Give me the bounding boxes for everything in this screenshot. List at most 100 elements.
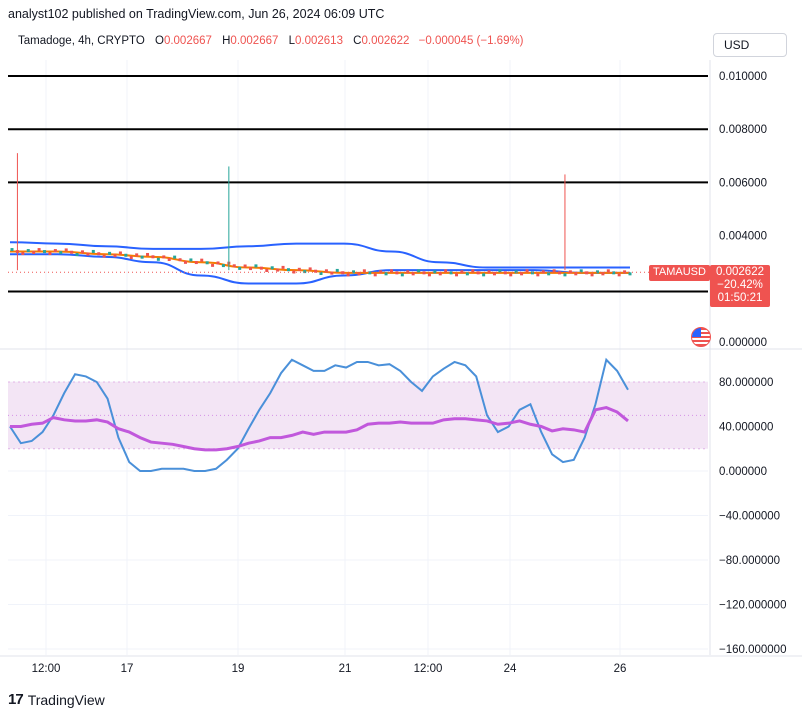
price-candle <box>590 273 594 277</box>
low-value: 0.002613 <box>295 35 343 47</box>
price-candle <box>498 269 502 273</box>
stochastic-axis-label: 0.000000 <box>719 466 767 478</box>
close-label: C <box>353 35 362 47</box>
ohlc-legend: Tamadoge, 4h, CRYPTO O0.002667 H0.002667… <box>18 35 524 47</box>
price-candle <box>455 273 459 277</box>
price-candle <box>601 272 605 276</box>
price-candle <box>628 272 632 276</box>
stochastic-axis-label: −160.000000 <box>719 644 786 656</box>
price-candle <box>80 250 84 254</box>
price-candle <box>140 255 144 259</box>
stochastic-axis-label: −120.000000 <box>719 600 786 612</box>
price-axis-label: 0.000000 <box>719 337 767 349</box>
last-price: 0.002622 <box>716 266 764 278</box>
price-candle <box>265 268 269 272</box>
price-candle <box>482 273 486 277</box>
close-value: 0.002622 <box>361 35 410 47</box>
symbol-title[interactable]: Tamadoge, 4h, CRYPTO <box>18 35 145 47</box>
publish-caption: analyst102 published on TradingView.com,… <box>8 7 385 21</box>
price-candle <box>86 252 90 256</box>
time-axis-label: 12:00 <box>32 663 61 675</box>
price-candle <box>70 250 74 254</box>
price-candle <box>205 261 209 265</box>
price-candle <box>574 272 578 276</box>
price-candle <box>373 273 377 277</box>
price-candle <box>319 272 323 276</box>
price-axis-label: 0.006000 <box>719 177 767 189</box>
price-candle <box>585 271 589 275</box>
time-axis-label: 21 <box>339 663 352 675</box>
price-candle <box>243 264 247 268</box>
price-candle <box>444 269 448 273</box>
price-candle <box>178 258 182 262</box>
price-candle <box>612 271 616 275</box>
price-candle <box>156 257 160 261</box>
price-candle <box>129 256 133 260</box>
stochastic-axis-label: 40.000000 <box>719 422 773 434</box>
price-candle <box>146 252 150 256</box>
open-value: 0.002667 <box>163 35 212 47</box>
price-candle <box>352 270 356 274</box>
price-candle <box>617 273 621 277</box>
price-candle <box>124 253 128 257</box>
price-candle <box>530 271 534 275</box>
price-candle <box>487 270 491 274</box>
stochastic-axis-label: −40.000000 <box>719 511 780 523</box>
price-candle <box>37 248 41 252</box>
tradingview-logo-icon: 17 <box>8 691 24 708</box>
price-candle <box>384 272 388 276</box>
price-candle <box>492 272 496 276</box>
time-axis-label: 26 <box>614 663 627 675</box>
price-candle <box>259 266 263 270</box>
stochastic-k-line <box>9 357 629 472</box>
price-candle <box>43 250 47 254</box>
price-candle <box>389 269 393 273</box>
price-candle <box>108 251 112 255</box>
currency-selector-button[interactable]: USD <box>713 33 787 57</box>
price-candle <box>395 271 399 275</box>
price-candle <box>449 271 453 275</box>
price-candle <box>335 268 339 272</box>
bar-countdown: 01:50:21 <box>717 292 763 304</box>
price-candle <box>417 269 421 273</box>
price-candle <box>471 269 475 273</box>
bollinger-upper-line <box>9 241 630 269</box>
price-candle <box>53 249 57 253</box>
price-candle <box>59 251 63 255</box>
change-value: −0.000045 (−1.69%) <box>418 35 524 47</box>
price-candle <box>216 261 220 265</box>
price-candle <box>563 273 567 277</box>
price-candle <box>503 271 507 275</box>
price-candle <box>75 253 79 257</box>
price-candle <box>276 268 280 272</box>
price-candle <box>357 272 361 276</box>
price-candle <box>200 258 204 262</box>
price-candle <box>568 270 572 274</box>
price-candle <box>536 273 540 277</box>
price-candle <box>552 269 556 273</box>
price-axis-label: 0.008000 <box>719 124 767 136</box>
price-candle <box>460 270 464 274</box>
price-candle <box>433 270 437 274</box>
price-candle <box>151 255 155 259</box>
price-axis-label: 0.010000 <box>719 71 767 83</box>
price-candle <box>330 271 334 275</box>
stochastic-axis-label: −80.000000 <box>719 555 780 567</box>
price-candle <box>254 264 258 268</box>
price-candle <box>113 254 117 258</box>
price-candle <box>238 266 242 270</box>
price-candle <box>162 255 166 259</box>
price-candle <box>32 251 36 255</box>
price-candle <box>558 271 562 275</box>
us-flag-icon[interactable] <box>691 327 711 347</box>
footer-brand[interactable]: 17 TradingView <box>8 691 105 708</box>
price-candle <box>135 253 139 257</box>
price-candle <box>297 267 301 271</box>
price-candle <box>102 254 106 258</box>
price-candle <box>189 258 193 262</box>
price-candle <box>194 261 198 265</box>
price-candle <box>26 249 30 253</box>
price-candle <box>308 267 312 271</box>
time-axis-label: 17 <box>121 663 134 675</box>
